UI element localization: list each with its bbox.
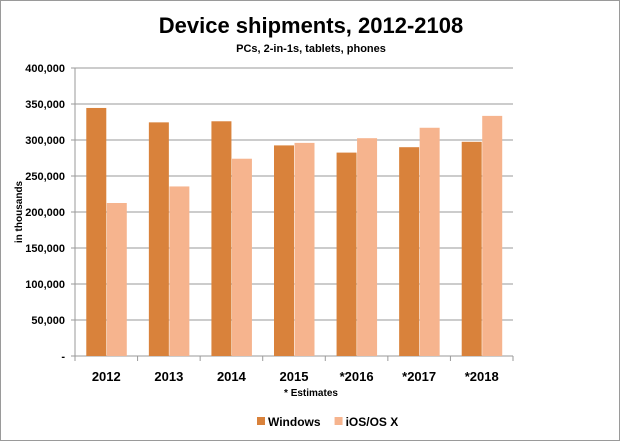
x-tick-label: 2012: [92, 369, 121, 384]
chart-subtitle: PCs, 2-in-1s, tablets, phones: [236, 43, 386, 55]
legend-swatch: [334, 417, 343, 425]
y-tick-label: -: [61, 351, 65, 363]
bar-ios-os-x-2017: [419, 127, 440, 356]
bar-ios-os-x-2018: [482, 115, 503, 356]
y-tick-label: 200,000: [25, 207, 65, 219]
bar-ios-os-x-2015: [294, 142, 315, 356]
x-tick-label: *2016: [340, 369, 374, 384]
y-axis-label: in thousands: [14, 180, 25, 243]
bar-windows-2015: [274, 145, 294, 356]
y-tick-label: 50,000: [31, 315, 65, 327]
x-tick-label: *2018: [465, 369, 499, 384]
x-tick-label: *2017: [402, 369, 436, 384]
x-tick-label: 2014: [217, 369, 247, 384]
x-tick-label: 2013: [154, 369, 183, 384]
chart-title: Device shipments, 2012-2108: [159, 13, 464, 38]
estimates-note: * Estimates: [284, 388, 338, 399]
bar-ios-os-x-2012: [106, 203, 127, 356]
legend-label: iOS/OS X: [346, 415, 399, 429]
legend: Windows iOS/OS X: [257, 415, 398, 429]
y-tick-label: 250,000: [25, 171, 65, 183]
legend-swatch: [257, 417, 265, 425]
bar-windows-2013: [148, 122, 169, 356]
bar-windows-2012: [86, 107, 107, 357]
bar-windows-2014: [211, 121, 232, 356]
y-tick-label: 350,000: [25, 99, 65, 111]
y-tick-label: 400,000: [25, 63, 65, 75]
y-tick-label: 300,000: [25, 135, 65, 147]
legend-label: Windows: [268, 415, 321, 429]
bar-ios-os-x-2013: [169, 186, 190, 356]
bar-ios-os-x-2016: [357, 138, 378, 356]
y-tick-label: 100,000: [25, 279, 65, 291]
bar-windows-2016: [336, 152, 357, 356]
x-tick-label: 2015: [280, 369, 309, 384]
bar-ios-os-x-2014: [231, 158, 252, 356]
bar-windows-2018: [461, 141, 482, 356]
bar-windows-2017: [399, 147, 420, 356]
y-tick-label: 150,000: [25, 243, 65, 255]
